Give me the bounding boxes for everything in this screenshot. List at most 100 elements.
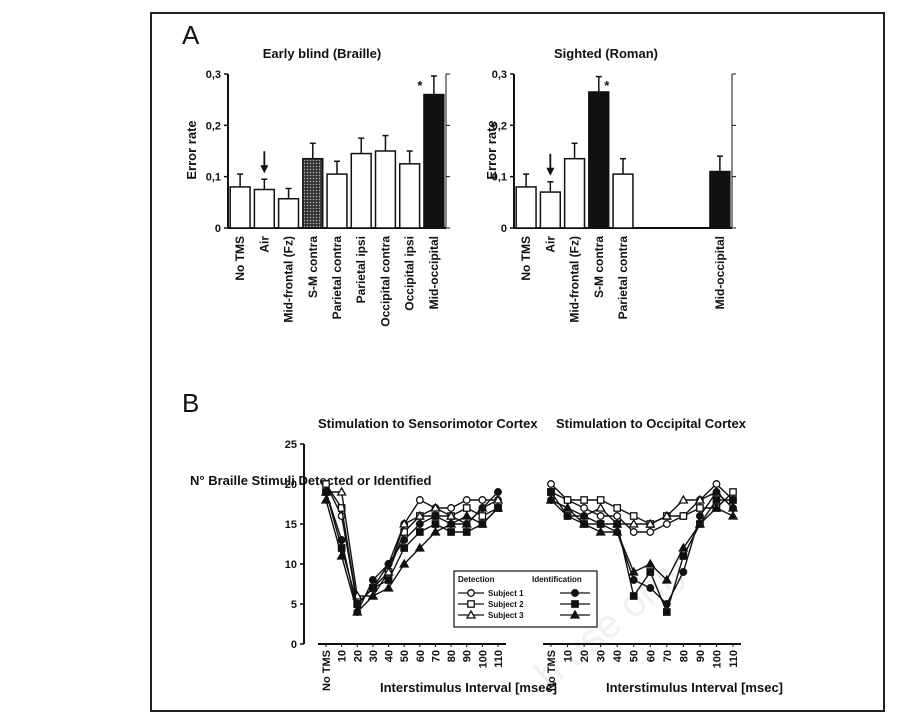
point-circle — [646, 584, 655, 592]
category-label: Parietal contra — [330, 236, 344, 320]
bar — [253, 188, 276, 229]
y-axis-label: Error rate — [184, 120, 199, 179]
x-tick-label: 20 — [579, 650, 591, 662]
bar — [374, 150, 397, 229]
point-circle — [695, 512, 704, 520]
point-circle — [646, 528, 655, 536]
significance-star: * — [417, 78, 423, 93]
x-tick-label: 110 — [728, 650, 740, 668]
point-square — [462, 504, 471, 512]
category-label: S-M contra — [592, 236, 606, 298]
chart-title: Stimulation to Sensorimotor Cortex — [318, 416, 538, 431]
point-circle — [729, 504, 737, 512]
point-triangle — [612, 526, 623, 536]
bar — [539, 191, 562, 229]
point-circle — [478, 504, 487, 512]
legend-label: Subject 1 — [488, 589, 524, 598]
panel-label-a: A — [182, 20, 200, 50]
legend-label: Subject 2 — [488, 600, 524, 609]
point-circle — [478, 496, 487, 504]
y-tick-label: 0,3 — [492, 69, 507, 81]
point-square — [447, 528, 455, 536]
point-circle — [462, 496, 471, 504]
point-square — [571, 600, 579, 608]
point-circle — [629, 576, 638, 584]
legend: Detection Identification Subject 1 Subject … — [453, 570, 598, 628]
x-axis-label: Interstimulus Interval [msec] — [606, 680, 783, 695]
x-tick-label: 100 — [711, 650, 723, 668]
point-circle — [494, 488, 502, 496]
bar — [563, 157, 586, 229]
point-circle — [662, 520, 671, 528]
x-tick-label: No TMS — [321, 650, 333, 691]
point-circle — [368, 576, 377, 584]
x-tick-label: 80 — [678, 650, 690, 662]
point-square — [729, 488, 737, 496]
point-triangle — [492, 502, 504, 512]
x-tick-label: 50 — [399, 650, 411, 662]
point-triangle — [399, 558, 410, 568]
bar — [350, 152, 372, 229]
point-circle — [467, 589, 475, 597]
x-tick-label: 10 — [563, 650, 575, 662]
point-triangle — [645, 558, 656, 568]
point-circle — [415, 520, 424, 528]
category-label: Mid-frontal (Fz) — [568, 236, 582, 323]
point-circle — [629, 528, 638, 536]
point-triangle — [320, 494, 332, 504]
bar — [277, 197, 300, 229]
x-tick-label: 40 — [384, 650, 396, 662]
point-square — [629, 592, 638, 600]
point-circle — [431, 512, 440, 520]
category-label: Parietal ipsi — [354, 236, 368, 303]
y-tick-label: 0,1 — [492, 172, 507, 184]
point-triangle — [562, 502, 573, 512]
x-tick-label: 40 — [612, 650, 624, 662]
point-circle — [712, 480, 721, 488]
x-tick-label: 110 — [493, 650, 505, 668]
legend-detection-header: Detection — [458, 575, 495, 584]
panel-label-b: B — [182, 388, 199, 418]
x-tick-label: 30 — [368, 650, 380, 662]
point-square — [431, 520, 440, 528]
category-label: No TMS — [233, 236, 247, 281]
point-triangle — [367, 590, 379, 600]
point-square — [563, 512, 572, 520]
point-circle — [400, 536, 409, 544]
y-axis-label: Error rate — [484, 120, 499, 179]
category-label: Air — [257, 236, 271, 253]
category-label: Parietal contra — [616, 236, 630, 320]
point-circle — [447, 504, 456, 512]
point-square — [462, 528, 471, 536]
point-square — [596, 496, 605, 504]
point-triangle — [678, 542, 689, 552]
point-triangle — [336, 550, 347, 560]
point-triangle — [727, 510, 739, 520]
point-square — [629, 512, 638, 520]
y-tick-label: 0,2 — [492, 120, 507, 132]
x-tick-label: 100 — [477, 650, 489, 668]
y-tick-label: 0,1 — [206, 172, 221, 184]
point-triangle — [445, 518, 457, 528]
bar — [612, 173, 634, 229]
arrow-head — [260, 165, 269, 174]
legend-identification-header: Identification — [532, 575, 582, 584]
point-triangle — [595, 502, 606, 512]
x-tick-label: 30 — [596, 650, 608, 662]
point-square — [415, 528, 424, 536]
point-triangle — [352, 606, 363, 616]
point-square — [613, 520, 622, 528]
point-triangle — [661, 510, 672, 520]
x-tick-label: 60 — [645, 650, 657, 662]
x-tick-label: 70 — [662, 650, 674, 662]
category-label: No TMS — [519, 236, 533, 281]
category-label: Occipital ipsi — [403, 236, 417, 311]
x-tick-label: 10 — [337, 650, 349, 662]
bar — [326, 173, 348, 229]
point-square — [467, 600, 475, 608]
bar — [229, 186, 251, 229]
chart-title: Stimulation to Occipital Cortex — [556, 416, 747, 431]
arrow-head — [546, 167, 555, 176]
point-triangle — [678, 494, 689, 504]
point-circle — [613, 512, 622, 520]
